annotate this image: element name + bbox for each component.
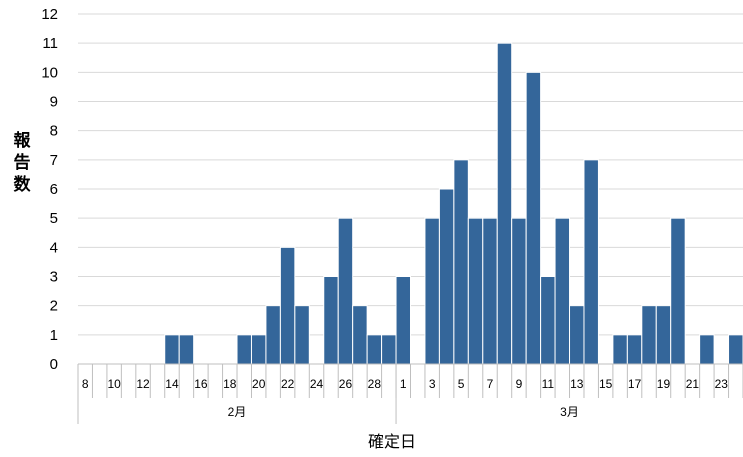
x-tick-labels: 8 10 12 14 16 18 20 22 24 26 28 1 3 5 7 9 11 13 15 17 19 21 23 xyxy=(82,377,728,391)
bar xyxy=(554,217,571,365)
y-tick-label: 9 xyxy=(50,94,58,111)
y-tick-label: 10 xyxy=(41,64,58,81)
bar xyxy=(655,305,672,365)
x-tick-label: 17 xyxy=(628,377,642,391)
bar xyxy=(569,305,585,365)
bar xyxy=(641,305,657,365)
x-tick-label: 21 xyxy=(686,377,700,391)
bar xyxy=(323,276,339,365)
bar xyxy=(496,42,513,365)
x-tick-label: 15 xyxy=(599,377,613,391)
bar xyxy=(511,217,527,365)
bar xyxy=(337,217,354,365)
y-tick-label: 6 xyxy=(50,181,58,198)
y-tick-label: 1 xyxy=(50,327,58,344)
month-label: 3月 xyxy=(560,405,579,419)
y-tick-label: 3 xyxy=(50,269,58,286)
y-tick-label: 12 xyxy=(41,6,58,23)
bar xyxy=(583,159,599,365)
y-tick-label: 4 xyxy=(50,239,58,256)
bar xyxy=(612,334,628,365)
y-tick-label: 2 xyxy=(50,298,58,315)
x-tick-label: 23 xyxy=(715,377,729,391)
x-tick-label: 14 xyxy=(165,377,179,391)
bar xyxy=(482,217,498,365)
x-tick-label: 28 xyxy=(368,377,382,391)
bar xyxy=(699,334,715,365)
bar xyxy=(164,334,180,365)
x-tick-label: 24 xyxy=(310,377,324,391)
bar xyxy=(265,305,281,365)
x-axis-label: 確定日 xyxy=(368,433,416,451)
bar xyxy=(178,334,195,365)
gridlines xyxy=(78,13,743,336)
x-tick-label: 18 xyxy=(223,377,237,391)
bar xyxy=(424,217,440,365)
x-tick-label: 10 xyxy=(107,377,121,391)
month-label: 2月 xyxy=(228,405,247,419)
x-tick-label: 5 xyxy=(458,377,465,391)
y-axis-label: 報告数 xyxy=(14,130,32,194)
bar xyxy=(540,276,556,365)
bar xyxy=(467,217,484,365)
bar xyxy=(294,305,310,365)
x-tick-label: 7 xyxy=(487,377,494,391)
y-tick-label: 11 xyxy=(42,35,58,52)
bar xyxy=(728,334,743,365)
x-axis xyxy=(77,363,743,424)
x-tick-label: 11 xyxy=(542,377,555,391)
x-tick-label: 22 xyxy=(281,377,295,391)
bar xyxy=(395,276,412,365)
bar xyxy=(525,71,542,365)
y-tick-label: 7 xyxy=(50,152,58,169)
bar xyxy=(366,334,383,365)
bar xyxy=(453,159,469,365)
x-tick-label: 20 xyxy=(252,377,266,391)
bar xyxy=(279,246,296,365)
bar xyxy=(381,334,397,365)
x-tick-label: 12 xyxy=(136,377,150,391)
x-tick-label: 9 xyxy=(516,377,523,391)
bars xyxy=(164,42,743,365)
x-tick-label: 13 xyxy=(570,377,584,391)
bar xyxy=(438,188,455,365)
bar xyxy=(250,334,267,365)
bar xyxy=(626,334,643,365)
x-tick-label: 16 xyxy=(194,377,208,391)
bar xyxy=(670,217,686,365)
y-tick-label: 0 xyxy=(50,356,58,373)
y-tick-label: 8 xyxy=(50,123,58,140)
x-tick-label: 8 xyxy=(82,377,89,391)
y-tick-label: 5 xyxy=(50,210,58,227)
x-tick-label: 3 xyxy=(429,377,436,391)
x-tick-label: 19 xyxy=(657,377,671,391)
x-tick-label: 1 xyxy=(400,377,407,391)
bar xyxy=(236,334,252,365)
bar xyxy=(352,305,368,365)
x-tick-label: 26 xyxy=(339,377,353,391)
month-labels: 2月 3月 xyxy=(228,364,579,424)
